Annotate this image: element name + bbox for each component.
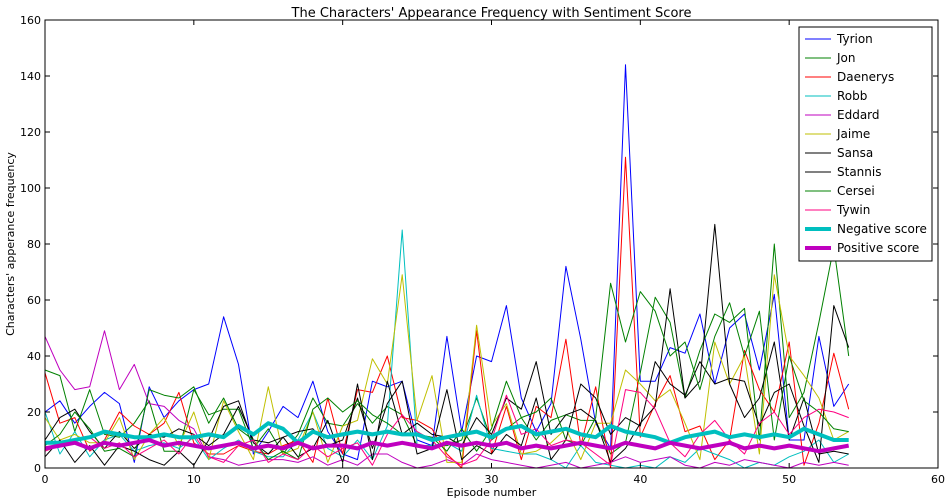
plot-lines (44, 64, 850, 469)
legend-label: Positive score (837, 241, 919, 255)
series-line-negative-score (45, 421, 849, 445)
series-line-robb (44, 229, 849, 469)
x-tick-label: 60 (931, 473, 945, 486)
legend-label: Stannis (837, 165, 881, 179)
legend-label: Jon (836, 51, 856, 65)
y-tick-label: 100 (20, 182, 41, 195)
x-tick-label: 50 (782, 473, 796, 486)
x-tick-label: 20 (336, 473, 350, 486)
legend-label: Negative score (837, 222, 927, 236)
y-tick-label: 40 (27, 350, 41, 363)
legend-label: Robb (837, 89, 867, 103)
legend-box (798, 26, 933, 262)
legend-label: Tyrion (836, 32, 873, 46)
legend-label: Eddard (837, 108, 880, 122)
y-tick-label: 20 (27, 406, 41, 419)
legend-label: Jaime (836, 127, 870, 141)
series-line-positive-score (44, 438, 850, 454)
legend-label: Daenerys (837, 70, 894, 84)
chart-title: The Characters' Appearance Frequency wit… (291, 6, 692, 21)
series-line-cersei (44, 282, 849, 461)
series-line-tyrion (44, 64, 850, 463)
series-line-stannis (44, 223, 849, 466)
x-axis-label: Episode number (447, 486, 537, 499)
y-tick-label: 160 (20, 14, 41, 27)
y-tick-label: 140 (20, 70, 41, 83)
legend-label: Sansa (837, 146, 873, 160)
y-axis-label: Characters' apperance frequency (4, 152, 17, 336)
y-tick-label: 80 (27, 238, 41, 251)
series-line-eddard (44, 330, 849, 469)
legend-label: Tywin (836, 203, 870, 217)
series-line-tywin (44, 389, 849, 466)
legend: Tyrion Jon Daenerys Robb Eddard Jaime Sansa Sta… (798, 26, 933, 262)
y-axis-ticks: 0 20 40 60 80 100 120 140 160 (20, 14, 938, 475)
x-axis-ticks: 0 10 20 30 40 50 60 (42, 20, 945, 486)
series-line-daenerys (44, 156, 850, 469)
y-tick-label: 0 (34, 462, 41, 475)
y-tick-label: 60 (27, 294, 41, 307)
y-tick-label: 120 (20, 126, 41, 139)
x-tick-label: 40 (633, 473, 647, 486)
x-tick-label: 0 (42, 473, 49, 486)
series-line-jon (44, 243, 850, 455)
x-tick-label: 10 (187, 473, 201, 486)
x-tick-label: 30 (485, 473, 499, 486)
series-line-jaime (44, 274, 849, 463)
legend-label: Cersei (837, 184, 875, 198)
series-line-sansa (44, 305, 850, 463)
